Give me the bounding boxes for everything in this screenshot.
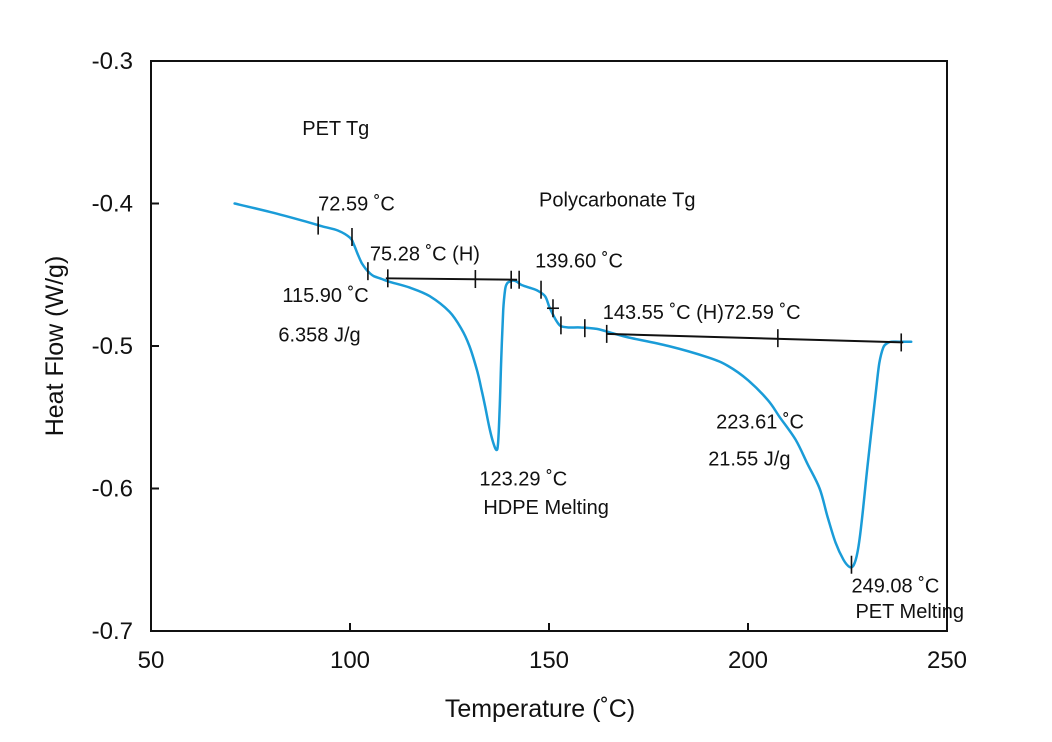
hdpe-peak-label: 123.29 ˚C bbox=[479, 469, 567, 491]
x-tick-label: 100 bbox=[330, 647, 370, 674]
pet-tg-onset-label: 72.59 ˚C bbox=[318, 194, 395, 216]
pet-tg-midpoint-label: 75.28 ˚C (H) bbox=[370, 244, 480, 266]
plot-frame bbox=[150, 60, 948, 632]
hdpe-onset-label: 115.90 ˚C bbox=[282, 285, 368, 307]
pc-tg-onset-label: 139.60 ˚C bbox=[535, 251, 623, 273]
integration-baseline bbox=[606, 332, 904, 344]
pet-tg-label: PET Tg bbox=[302, 118, 369, 140]
annotation-layer: PET Tg 72.59 ˚C 75.28 ˚C (H)115.90 ˚C 6.358… bbox=[278, 118, 964, 623]
pet-enthalpy-label: 21.55 J/g bbox=[708, 449, 790, 471]
pet-onset-label: 223.61 ˚C bbox=[716, 412, 804, 434]
y-tick-label: -0.4 bbox=[92, 191, 133, 218]
x-axis-title: Temperature (˚C) bbox=[445, 695, 635, 723]
tick-marks-layer bbox=[317, 216, 903, 574]
hdpe-enthalpy-label: 6.358 J/g bbox=[278, 325, 360, 347]
x-tick-label: 50 bbox=[138, 647, 165, 674]
baseline-layer bbox=[385, 277, 904, 344]
x-tick-label: 150 bbox=[529, 647, 569, 674]
axis-ticks: 50 100 150 200 250 -0.3 -0.4 -0.5 -0.6 -0.7 bbox=[92, 48, 967, 674]
y-tick-label: -0.5 bbox=[92, 333, 133, 360]
heat-flow-series-line bbox=[233, 202, 913, 569]
series-layer bbox=[233, 202, 913, 569]
hdpe-melting-label: HDPE Melting bbox=[483, 497, 609, 519]
y-tick-label: -0.6 bbox=[92, 476, 133, 503]
pet-peak-label: 249.08 ˚C bbox=[851, 576, 939, 598]
x-tick-label: 250 bbox=[927, 647, 967, 674]
pet-melting-label: PET Melting bbox=[855, 601, 964, 623]
pc-tg-midpoint-label: 143.55 ˚C (H)72.59 ˚C bbox=[603, 302, 801, 324]
y-tick-label: -0.7 bbox=[92, 618, 133, 645]
pc-tg-label: Polycarbonate Tg bbox=[539, 189, 695, 211]
y-tick-label: -0.3 bbox=[92, 48, 133, 75]
y-axis-title: Heat Flow (W/g) bbox=[41, 256, 69, 437]
x-tick-label: 200 bbox=[728, 647, 768, 674]
integration-baseline bbox=[385, 277, 518, 281]
